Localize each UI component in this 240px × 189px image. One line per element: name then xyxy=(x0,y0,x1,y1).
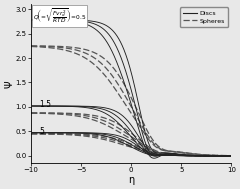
Text: 1.5: 1.5 xyxy=(39,100,51,109)
X-axis label: η: η xyxy=(128,175,134,185)
Y-axis label: Ψ: Ψ xyxy=(4,80,14,88)
Text: $Q\!\left(\!=\!\sqrt{\dfrac{Fvr_d^2}{RTD}}\right)\!=\!0.5$: $Q\!\left(\!=\!\sqrt{\dfrac{Fvr_d^2}{RTD… xyxy=(33,7,86,25)
Legend: Discs, Spheres: Discs, Spheres xyxy=(180,7,228,27)
Text: 5: 5 xyxy=(39,127,44,136)
Text: 0.5: 0.5 xyxy=(36,15,48,24)
